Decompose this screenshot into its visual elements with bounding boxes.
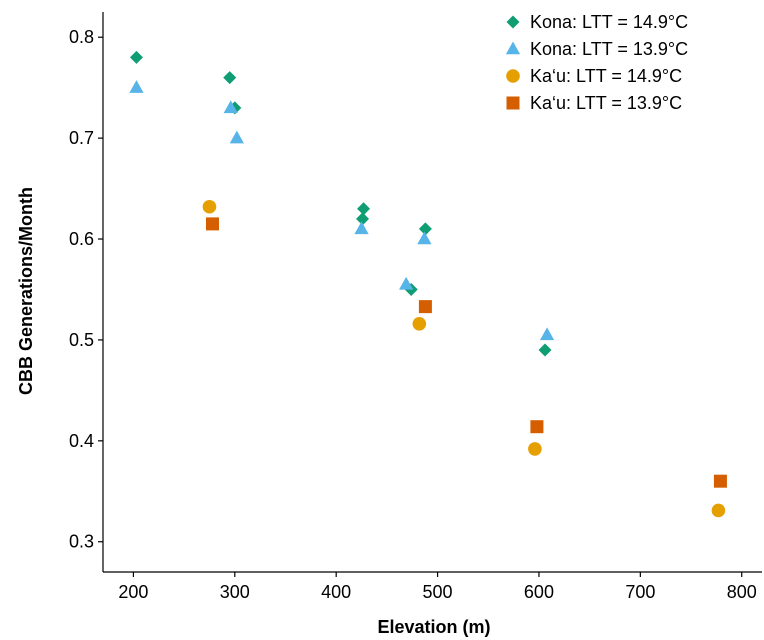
data-point-diamond [538, 343, 552, 357]
x-tick-label: 700 [625, 582, 655, 602]
data-point-diamond [223, 71, 237, 85]
plot-points [129, 50, 727, 518]
legend-symbol-circle [506, 69, 520, 83]
data-point-square [713, 474, 727, 488]
data-point-triangle [129, 80, 144, 93]
data-point-circle [412, 316, 427, 331]
legend-label: Kona: LTT = 14.9°C [530, 12, 688, 32]
data-point-triangle [229, 130, 244, 144]
data-point-circle [202, 199, 217, 214]
data-point-diamond [129, 50, 143, 64]
data-point-triangle [399, 276, 414, 290]
y-tick-label: 0.7 [69, 128, 94, 148]
data-point-triangle [539, 327, 555, 341]
x-tick-label: 800 [727, 582, 757, 602]
y-tick-label: 0.5 [69, 330, 94, 350]
y-axis-ticks: 0.3 0.4 0.5 0.6 0.7 0.8 [69, 27, 103, 552]
data-point-triangle [417, 231, 432, 245]
x-tick-label: 400 [321, 582, 351, 602]
legend-label: Ka‘u: LTT = 14.9°C [530, 66, 682, 86]
y-tick-label: 0.3 [69, 532, 94, 552]
data-point-diamond [418, 222, 432, 236]
legend-label: Kona: LTT = 13.9°C [530, 39, 688, 59]
axes: 0.3 0.4 0.5 0.6 0.7 0.8 200 300 400 500 600 700 800 [69, 12, 762, 602]
y-tick-label: 0.8 [69, 27, 94, 47]
x-axis-title: Elevation (m) [377, 617, 490, 637]
data-point-triangle [354, 221, 369, 235]
legend-symbol-diamond [506, 15, 520, 29]
legend: Kona: LTT = 14.9°C Kona: LTT = 13.9°C Ka‘u… [505, 12, 688, 113]
data-point-diamond [357, 202, 371, 216]
legend-symbol-square [506, 96, 520, 110]
data-point-square [530, 420, 544, 434]
legend-label: Ka‘u: LTT = 13.9°C [530, 93, 682, 113]
x-tick-label: 300 [220, 582, 250, 602]
x-tick-label: 500 [423, 582, 453, 602]
y-axis-title: CBB Generations/Month [16, 187, 36, 395]
data-point-diamond [356, 212, 370, 226]
data-point-triangle [223, 100, 238, 114]
data-point-square [418, 300, 432, 314]
data-point-square [205, 217, 219, 231]
y-tick-label: 0.4 [69, 431, 94, 451]
x-tick-label: 200 [118, 582, 148, 602]
x-axis-ticks: 200 300 400 500 600 700 800 [118, 572, 757, 602]
data-point-circle [711, 503, 726, 518]
x-tick-label: 600 [524, 582, 554, 602]
legend-symbol-triangle [505, 41, 521, 55]
data-point-circle [528, 442, 542, 456]
y-tick-label: 0.6 [69, 229, 94, 249]
